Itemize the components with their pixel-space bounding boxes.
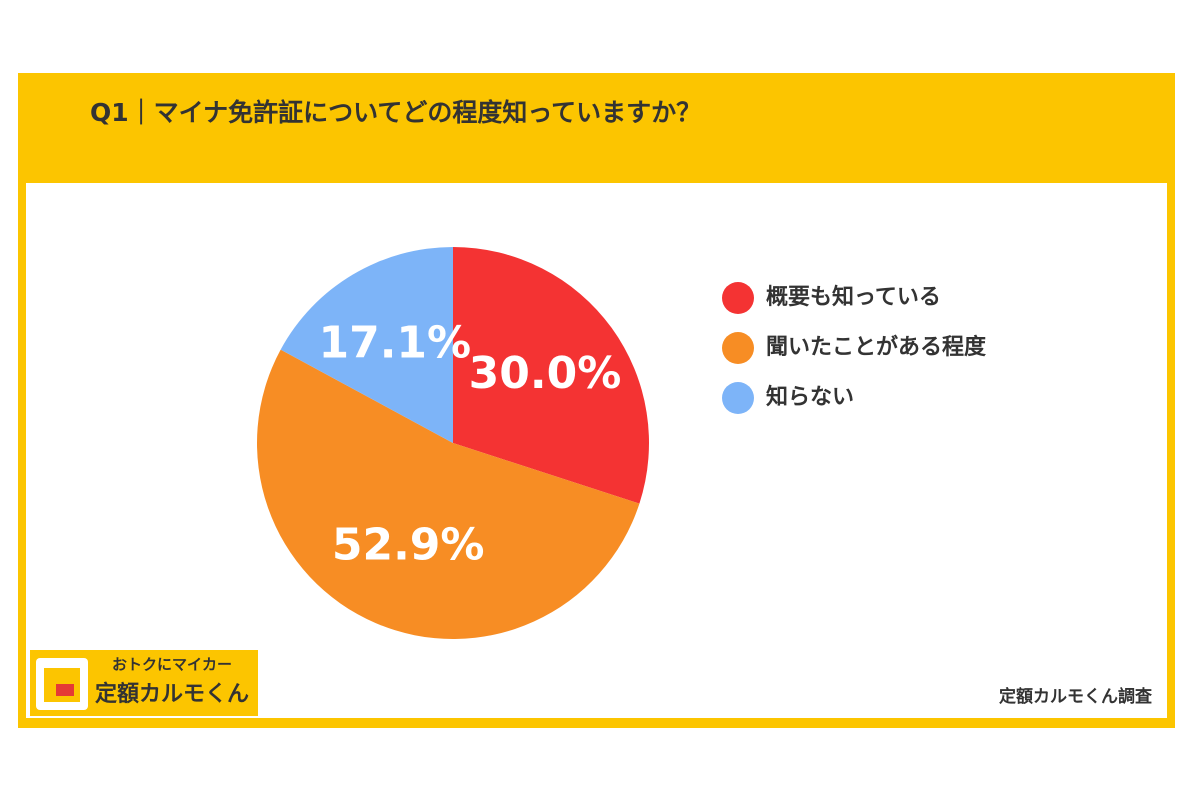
- legend-swatch: [722, 332, 754, 364]
- logo-name: 定額カルモくん: [95, 681, 249, 707]
- source-note: 定額カルモくん調査: [999, 686, 1153, 707]
- data-label: 17.1%: [318, 317, 471, 368]
- data-label: 52.9%: [332, 519, 485, 570]
- logo: おトクにマイカー 定額カルモくん: [30, 650, 258, 716]
- legend-label: 聞いたことがある程度: [766, 334, 987, 360]
- chart-title: Q1｜マイナ免許証についてどの程度知っていますか？: [90, 98, 701, 127]
- pie-slice: [453, 247, 650, 504]
- legend-swatch: [722, 382, 754, 414]
- pie-slice: [280, 247, 453, 443]
- data-label: 30.0%: [469, 348, 622, 399]
- legend-label: 知らない: [766, 384, 854, 410]
- logo-icon-car: [56, 684, 74, 696]
- pie-slice: [257, 349, 640, 639]
- legend-swatch: [722, 282, 754, 314]
- logo-tagline: おトクにマイカー: [112, 656, 232, 674]
- legend-label: 概要も知っている: [766, 284, 941, 310]
